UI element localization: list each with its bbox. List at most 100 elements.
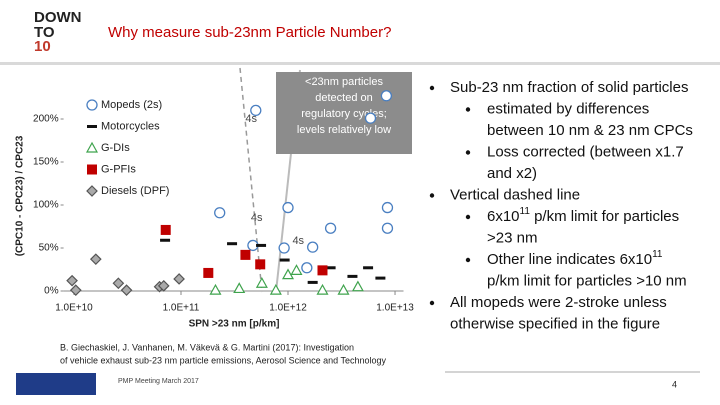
point <box>227 242 238 246</box>
y-axis-label: (CPC10 - CPC23) / CPC23 <box>15 135 26 256</box>
slide-title: Why measure sub-23nm Particle Number? <box>108 24 391 41</box>
bullet-sup: 11 <box>520 206 531 217</box>
point <box>317 265 328 276</box>
point <box>301 262 313 274</box>
x-tick-label: 1.0E+13 <box>376 303 414 314</box>
point <box>203 267 214 278</box>
point <box>255 259 266 270</box>
bullet-line: >23 nm <box>487 229 537 246</box>
header-rule <box>0 62 720 65</box>
point <box>281 268 295 280</box>
x-tick-label: 1.0E+10 <box>55 303 93 314</box>
point <box>157 279 170 292</box>
point <box>120 284 133 296</box>
bullet-dot <box>465 257 471 263</box>
bullet-dot <box>465 107 471 112</box>
note-line: <23nm particles <box>305 76 383 88</box>
point <box>160 224 171 235</box>
point <box>307 280 318 284</box>
bullet-line: p/km limit for particles >10 nm <box>487 272 687 289</box>
point <box>209 283 222 295</box>
logo-line: DOWN <box>34 9 82 26</box>
legend-label: Diesels (DPF) <box>101 185 169 197</box>
point <box>214 207 226 219</box>
point <box>255 277 268 288</box>
point <box>112 277 125 290</box>
point <box>337 283 350 295</box>
point <box>250 104 262 117</box>
point <box>351 280 364 292</box>
annotation: 4s <box>251 212 263 224</box>
legend-marker <box>85 141 99 153</box>
legend-marker <box>87 125 97 128</box>
bullet-dot <box>429 300 435 306</box>
legend-marker <box>86 185 98 197</box>
point <box>324 222 337 234</box>
point <box>279 258 290 262</box>
bullet-pre: 6x10 <box>487 208 520 225</box>
point <box>160 238 171 242</box>
y-tick-label: 100% <box>33 200 59 211</box>
point <box>173 273 185 285</box>
citation: of vehicle exhaust sub-23 nm particle em… <box>60 355 387 365</box>
bullet-sup: 11 <box>652 249 663 260</box>
bullet-line: otherwise specified in the figure <box>450 315 660 332</box>
citation: B. Giechaskiel, J. Vanhanen, M. Väkevä &… <box>60 342 354 352</box>
x-tick-label: 1.0E+12 <box>269 303 307 314</box>
y-tick-label: 200% <box>33 114 59 125</box>
point <box>290 264 303 275</box>
bullet-dot <box>465 214 471 220</box>
point <box>316 283 329 295</box>
point <box>380 90 393 102</box>
bullet-dot <box>429 85 435 91</box>
bullet-line: and x2) <box>487 165 537 182</box>
legend-marker <box>87 164 97 175</box>
point <box>269 283 282 295</box>
point <box>375 276 386 280</box>
bullet-dot <box>465 150 471 155</box>
y-tick-label: 0% <box>44 286 59 297</box>
logo-line: TO <box>34 24 55 41</box>
bullet-line: between 10 nm & 23 nm CPCs <box>487 122 693 139</box>
point <box>69 284 82 296</box>
point <box>282 201 294 214</box>
bullet-line: All mopeds were 2-stroke unless <box>450 294 667 311</box>
bullet-line: Other line indicates 6x1011 <box>487 249 663 268</box>
bullet-pre: Other line indicates 6x10 <box>487 251 652 268</box>
point <box>381 222 394 234</box>
legend-label: G-DIs <box>101 142 130 154</box>
footer-logo <box>16 373 96 395</box>
logo-line: 10 <box>34 38 51 55</box>
legend-label: Mopeds (2s) <box>101 99 162 111</box>
bullet-line: Loss corrected (between x1.7 <box>487 143 684 160</box>
y-tick-label: 150% <box>33 157 59 168</box>
bullet-dot <box>429 193 435 198</box>
point <box>347 274 358 278</box>
annotation: 4s <box>245 113 257 125</box>
point <box>278 242 290 254</box>
legend-marker <box>86 99 98 111</box>
footer-text: PMP Meeting March 2017 <box>118 378 199 385</box>
note-line: detected on <box>315 92 373 104</box>
legend-label: Motorcycles <box>101 120 160 132</box>
note-box <box>276 72 412 154</box>
point <box>233 282 246 294</box>
x-axis-label: SPN >23 nm [p/km] <box>189 319 280 330</box>
annotation: 4s <box>292 235 304 247</box>
point <box>363 266 374 270</box>
point <box>89 253 102 266</box>
point <box>256 243 267 247</box>
x-tick-label: 1.0E+11 <box>163 303 200 314</box>
page-number: 4 <box>672 379 677 389</box>
point <box>66 274 78 287</box>
point <box>364 112 377 124</box>
bullet-line: 6x1011 p/km limit for particles <box>487 206 679 225</box>
bullet-line: Vertical dashed line <box>450 186 580 203</box>
point <box>307 241 319 253</box>
limit-dashed-line <box>239 67 263 293</box>
point <box>240 249 251 260</box>
bullet-line: Sub-23 nm fraction of solid particles <box>450 79 688 96</box>
bullet-line: estimated by differences <box>487 100 649 117</box>
